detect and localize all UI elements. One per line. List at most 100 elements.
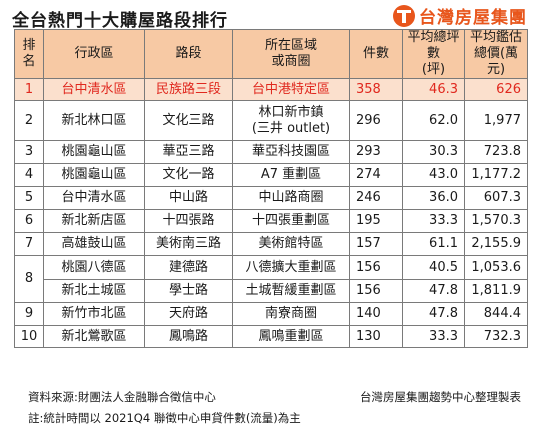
brand-logo: 台灣房屋集團 (393, 3, 527, 28)
cell-road: 文化一路 (144, 163, 233, 187)
cell-total: 1,570.3 (464, 209, 528, 233)
header-area: 所在區域 或商圈 (232, 29, 350, 79)
cell-district: 新竹市北區 (43, 302, 145, 326)
table-row: 2 新北林口區 文化三路 林口新市鎮 (三井 outlet) 296 62.0 1,977 (14, 100, 528, 141)
cell-total: 844.4 (464, 302, 528, 326)
cell-price: 47.8 (402, 302, 465, 326)
cell-district: 新北土城區 (43, 279, 145, 303)
cell-rank: 10 (14, 325, 44, 348)
cell-road: 十四張路 (144, 209, 233, 233)
cell-total: 1,053.6 (464, 255, 528, 280)
cell-total: 1,177.2 (464, 163, 528, 187)
cell-price: 61.1 (402, 232, 465, 256)
cell-road: 美術南三路 (144, 232, 233, 256)
cell-price: 36.0 (402, 186, 465, 210)
cell-count: 157 (349, 232, 403, 256)
cell-total: 607.3 (464, 186, 528, 210)
cell-district: 新北新店區 (43, 209, 145, 233)
cell-count: 293 (349, 140, 403, 164)
cell-price: 47.8 (402, 279, 465, 303)
cell-area: 華亞科技園區 (232, 140, 350, 164)
cell-price: 33.3 (402, 209, 465, 233)
table-row: 4 桃園龜山區 文化一路 A7 重劃區 274 43.0 1,177.2 (14, 163, 528, 187)
cell-count: 274 (349, 163, 403, 187)
cell-count: 156 (349, 255, 403, 280)
table-row: 10 新北鶯歌區 鳳鳴路 鳳鳴重劃區 130 33.3 732.3 (14, 325, 528, 348)
cell-price: 62.0 (402, 100, 465, 141)
cell-district: 高雄鼓山區 (43, 232, 145, 256)
maker-note: 台灣房屋集團趨勢中心整理製表 (360, 390, 521, 404)
ranking-table: 排名 行政區 路段 所在區域 或商圈 件數 平均總坪數 (坪) 平均鑑估 總價(萬元)… (14, 29, 528, 348)
cell-area: 南寮商圈 (232, 302, 350, 326)
table-row: 9 新竹市北區 天府路 南寮商圈 140 47.8 844.4 (14, 302, 528, 326)
header-price: 平均總坪數 (坪) (402, 29, 465, 79)
cell-rank: 6 (14, 209, 44, 233)
cell-district: 台中清水區 (43, 186, 145, 210)
table-row: 8 桃園八德區 建德路 八德擴大重劃區 156 40.5 1,053.6 (14, 255, 528, 303)
cell-count: 296 (349, 100, 403, 141)
cell-count: 156 (349, 279, 403, 303)
cell-price: 40.5 (402, 255, 465, 280)
cell-area: 美術館特區 (232, 232, 350, 256)
cell-total: 723.8 (464, 140, 528, 164)
cell-count: 246 (349, 186, 403, 210)
cell-rank: 1 (14, 78, 44, 101)
cell-total: 2,155.9 (464, 232, 528, 256)
page-title: 全台熱門十大購屋路段排行 (12, 11, 228, 31)
cell-district: 桃園龜山區 (43, 140, 145, 164)
cell-district: 新北林口區 (43, 100, 145, 141)
cell-area: 林口新市鎮 (三井 outlet) (232, 100, 350, 141)
cell-rank: 4 (14, 163, 44, 187)
stat-note: 註:統計時間以 2021Q4 聯徵中心申貸件數(流量)為主 (28, 411, 301, 425)
cell-district: 台中清水區 (43, 78, 145, 101)
area-main: 林口新市鎮 (258, 104, 324, 120)
table-row: 新北土城區 學士路 土城暫緩重劃區 156 47.8 1,811.9 (15, 279, 528, 303)
cell-total: 626 (464, 78, 528, 101)
header-district: 行政區 (43, 29, 145, 79)
cell-district: 桃園龜山區 (43, 163, 145, 187)
cell-area: 八德擴大重劃區 (232, 255, 350, 280)
cell-road: 民族路三段 (144, 78, 233, 101)
table-header-row: 排名 行政區 路段 所在區域 或商圈 件數 平均總坪數 (坪) 平均鑑估 總價(萬元) (14, 29, 528, 79)
cell-road: 中山路 (144, 186, 233, 210)
cell-count: 130 (349, 325, 403, 348)
cell-rank: 3 (14, 140, 44, 164)
cell-area: 台中港特定區 (232, 78, 350, 101)
cell-price: 46.3 (402, 78, 465, 101)
cell-count: 140 (349, 302, 403, 326)
cell-price: 43.0 (402, 163, 465, 187)
cell-district: 桃園八德區 (43, 255, 145, 280)
header-road: 路段 (144, 29, 233, 79)
cell-district: 新北鶯歌區 (43, 325, 145, 348)
cell-road: 學士路 (144, 279, 233, 303)
cell-price: 30.3 (402, 140, 465, 164)
cell-rank: 2 (14, 100, 44, 141)
cell-rank: 7 (14, 232, 44, 256)
cell-road: 文化三路 (144, 100, 233, 141)
cell-total: 732.3 (464, 325, 528, 348)
cell-rank: 9 (14, 302, 44, 326)
cell-rank: 8 (14, 255, 44, 303)
cell-road: 天府路 (144, 302, 233, 326)
source-note: 資料來源:財團法人金融聯合徵信中心 (28, 390, 216, 404)
table-row: 5 台中清水區 中山路 中山路商圈 246 36.0 607.3 (14, 186, 528, 210)
cell-road: 建德路 (144, 255, 233, 280)
cell-total: 1,977 (464, 100, 528, 141)
table-row: 3 桃園龜山區 華亞三路 華亞科技園區 293 30.3 723.8 (14, 140, 528, 164)
cell-road: 鳳鳴路 (144, 325, 233, 348)
cell-rank: 5 (14, 186, 44, 210)
cell-area: 鳳鳴重劃區 (232, 325, 350, 348)
area-sub: (三井 outlet) (251, 120, 331, 136)
cell-price: 33.3 (402, 325, 465, 348)
table-row: 6 新北新店區 十四張路 十四張重劃區 195 33.3 1,570.3 (14, 209, 528, 233)
cell-area: 土城暫緩重劃區 (232, 279, 350, 303)
cell-count: 195 (349, 209, 403, 233)
cell-area: 中山路商圈 (232, 186, 350, 210)
taiwan-realty-logo-icon (393, 4, 415, 27)
header-count: 件數 (349, 29, 403, 79)
cell-area: 十四張重劃區 (232, 209, 350, 233)
header-rank: 排名 (14, 29, 44, 79)
header-total: 平均鑑估 總價(萬元) (464, 29, 528, 79)
cell-area: A7 重劃區 (232, 163, 350, 187)
cell-count: 358 (349, 78, 403, 101)
